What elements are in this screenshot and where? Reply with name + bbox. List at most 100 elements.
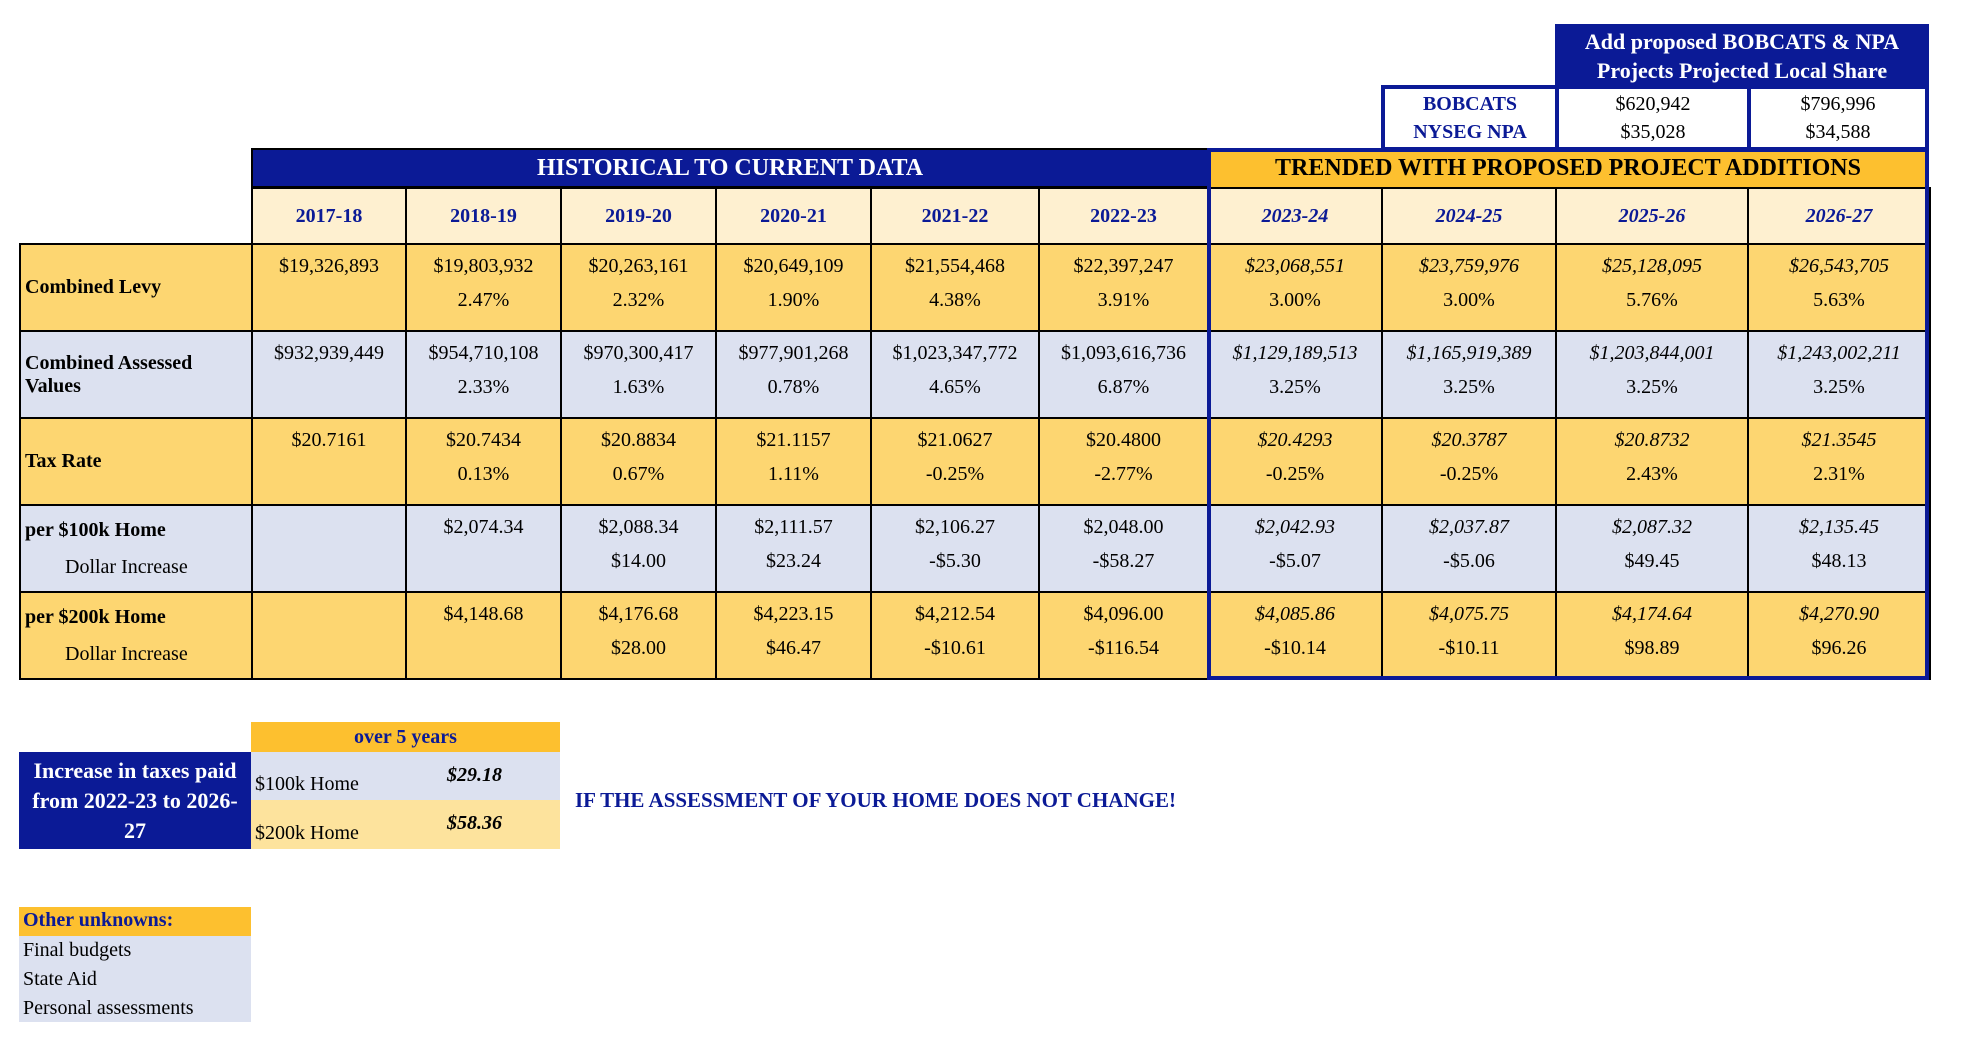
cell-value: $1,243,002,211 xyxy=(1777,342,1901,364)
cell-change: -0.25% xyxy=(925,463,985,485)
table-cell: $20.3787 -0.25% xyxy=(1381,417,1557,506)
summary-row-100k: $100k Home $29.18 xyxy=(251,752,560,800)
cell-change: 5.63% xyxy=(1813,289,1865,311)
cell-value: $20.3787 xyxy=(1431,429,1507,451)
table-cell: $970,300,417 1.63% xyxy=(560,330,717,419)
cell-change: 2.43% xyxy=(1626,463,1678,485)
table-cell: $21,554,468 4.38% xyxy=(870,243,1040,332)
cell-change: $49.45 xyxy=(1624,550,1680,572)
cell-change: 0.13% xyxy=(457,463,510,485)
table-cell: $20.4293 -0.25% xyxy=(1207,417,1383,506)
row-label: per $100k Home Dollar Increase xyxy=(19,504,253,593)
row-label: per $200k Home Dollar Increase xyxy=(19,591,253,680)
table-cell: $21.0627 -0.25% xyxy=(870,417,1040,506)
row-label-text: Combined Assessed Values xyxy=(25,351,193,397)
year-header: 2026-27 xyxy=(1747,187,1931,245)
table-cell: $4,148.68 xyxy=(405,591,562,680)
table-cell: $4,096.00 -$116.54 xyxy=(1038,591,1209,680)
table-cell: $4,223.15 $46.47 xyxy=(715,591,872,680)
table-cell: $932,939,449 xyxy=(251,330,407,419)
table-cell: $20.4800 -2.77% xyxy=(1038,417,1209,506)
table-cell: $25,128,095 5.76% xyxy=(1555,243,1749,332)
cell-value: $954,710,108 xyxy=(428,342,539,364)
cell-value: $2,042.93 xyxy=(1255,516,1335,538)
cell-value: $4,148.68 xyxy=(443,603,524,625)
cell-value: $4,270.90 xyxy=(1799,603,1879,625)
summary-period-label: over 5 years xyxy=(251,722,560,752)
table-cell: $4,085.86 -$10.14 xyxy=(1207,591,1383,680)
cell-value: $4,085.86 xyxy=(1255,603,1335,625)
cell-change: -0.25% xyxy=(1439,463,1499,485)
table-cell: $2,135.45 $48.13 xyxy=(1747,504,1931,593)
table-cell: $2,106.27 -$5.30 xyxy=(870,504,1040,593)
cell-change: 0.78% xyxy=(767,376,820,398)
year-header: 2025-26 xyxy=(1555,187,1749,245)
summary-label: $200k Home xyxy=(255,822,359,844)
table-cell: $20.7434 0.13% xyxy=(405,417,562,506)
cell-change: 3.25% xyxy=(1626,376,1678,398)
cell-change: $23.24 xyxy=(766,550,821,572)
cell-value: $1,023,347,772 xyxy=(892,342,1018,364)
cell-value: $20.4293 xyxy=(1257,429,1333,451)
cell-value: $970,300,417 xyxy=(583,342,694,364)
table-cell: $23,068,551 3.00% xyxy=(1207,243,1383,332)
summary-label: $100k Home xyxy=(255,773,359,795)
row-label-text: per $100k Home xyxy=(25,518,166,541)
table-row: Tax Rate $20.7161 $20.7434 0.13% $20.8834 0.6… xyxy=(19,417,1931,506)
assessment-note: IF THE ASSESSMENT OF YOUR HOME DOES NOT … xyxy=(575,788,1176,812)
cell-value: $20.7161 xyxy=(291,429,367,451)
projects-title-line1: Add proposed BOBCATS & NPA xyxy=(1584,29,1900,54)
cell-value: $20,263,161 xyxy=(588,255,689,277)
row-label-text: per $200k Home xyxy=(25,605,166,628)
year-header: 2018-19 xyxy=(405,187,562,245)
cell-change: 1.90% xyxy=(767,289,820,311)
row-label-text: Combined Levy xyxy=(25,276,162,298)
cell-change: $14.00 xyxy=(611,550,666,572)
cell-change: -0.25% xyxy=(1265,463,1325,485)
table-cell: $2,111.57 $23.24 xyxy=(715,504,872,593)
cell-change: -$116.54 xyxy=(1088,637,1159,659)
cell-value: $2,074.34 xyxy=(443,516,524,538)
cell-change: -$5.07 xyxy=(1269,550,1321,572)
project-value: $620,942 xyxy=(1615,93,1691,115)
table-cell: $20.8834 0.67% xyxy=(560,417,717,506)
year-header: 2019-20 xyxy=(560,187,717,245)
cell-value: $4,075.75 xyxy=(1429,603,1509,625)
table-cell: $1,023,347,772 4.65% xyxy=(870,330,1040,419)
summary-title: Increase in taxes paid from 2022-23 to 2… xyxy=(19,752,251,849)
cell-value: $21.3545 xyxy=(1801,429,1877,451)
cell-change: 3.25% xyxy=(1443,376,1495,398)
table-cell: $2,074.34 xyxy=(405,504,562,593)
cell-value: $20.7434 xyxy=(446,429,521,451)
cell-value: $2,106.27 xyxy=(915,516,995,538)
table-cell: $20.7161 xyxy=(251,417,407,506)
year-header: 2017-18 xyxy=(251,187,407,245)
cell-change: $96.26 xyxy=(1811,637,1867,659)
cell-value: $20.8834 xyxy=(601,429,676,451)
cell-change: -$10.61 xyxy=(924,637,986,659)
summary-value: $58.36 xyxy=(447,812,502,834)
year-header: 2024-25 xyxy=(1381,187,1557,245)
cell-value: $25,128,095 xyxy=(1602,255,1702,277)
cell-value: $20.8732 xyxy=(1614,429,1690,451)
cell-value: $23,068,551 xyxy=(1245,255,1345,277)
table-row: Combined Assessed Values $932,939,449 $954… xyxy=(19,330,1931,419)
table-cell xyxy=(251,504,407,593)
row-sublabel: Dollar Increase xyxy=(65,642,188,665)
table-row: Combined Levy $19,326,893 $19,803,932 2.47%… xyxy=(19,243,1931,332)
summary-value: $29.18 xyxy=(447,764,502,786)
table-cell: $954,710,108 2.33% xyxy=(405,330,562,419)
cell-value: $26,543,705 xyxy=(1789,255,1889,277)
cell-value: $2,087.32 xyxy=(1612,516,1692,538)
cell-value: $4,174.64 xyxy=(1612,603,1692,625)
table-row: per $200k Home Dollar Increase $4,148.68 $4… xyxy=(19,591,1931,680)
cell-change: -$5.30 xyxy=(929,550,981,572)
cell-value: $4,176.68 xyxy=(598,603,679,625)
table-cell: $4,075.75 -$10.11 xyxy=(1381,591,1557,680)
cell-change: $28.00 xyxy=(611,637,666,659)
cell-change: $98.89 xyxy=(1624,637,1680,659)
cell-change: 2.31% xyxy=(1813,463,1865,485)
cell-value: $2,135.45 xyxy=(1799,516,1879,538)
cell-value: $23,759,976 xyxy=(1419,255,1519,277)
cell-change: 6.87% xyxy=(1097,376,1150,398)
